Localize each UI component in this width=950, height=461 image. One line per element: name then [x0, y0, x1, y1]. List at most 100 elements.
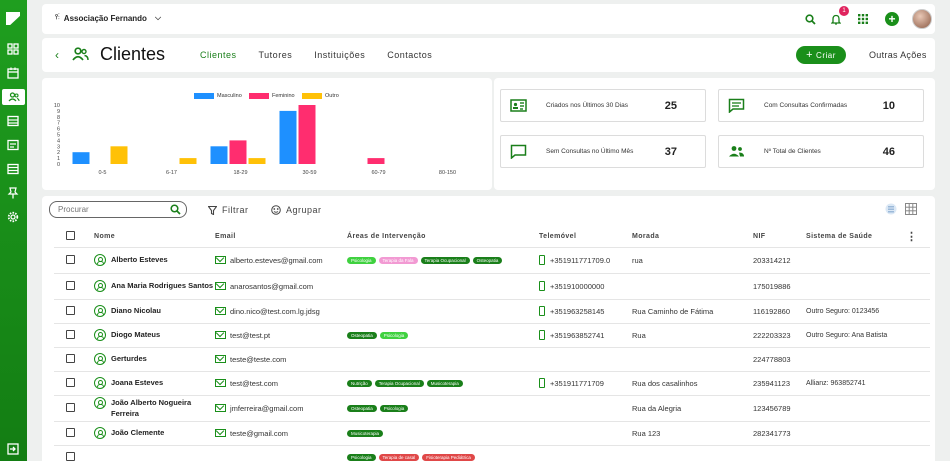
search-icon[interactable]: [802, 11, 818, 27]
bar-feminino-18-29[interactable]: [229, 140, 247, 164]
area-tag[interactable]: Osteopatia: [472, 256, 503, 264]
document-icon[interactable]: [6, 138, 20, 152]
row-checkbox[interactable]: [66, 329, 75, 339]
area-tag[interactable]: Terapia Ocupacional: [374, 379, 424, 387]
col-morada[interactable]: Morada: [632, 227, 753, 248]
list-icon[interactable]: [6, 114, 20, 128]
client-email[interactable]: dino.nico@test.com.lg.jdsg: [230, 306, 320, 316]
dashboard-icon[interactable]: [6, 42, 20, 56]
area-tag[interactable]: Terapia da Fala: [378, 256, 418, 264]
bar-outro-6-17[interactable]: [179, 158, 197, 164]
area-tag[interactable]: Fisioterapia Pediátrica: [422, 453, 475, 461]
row-checkbox[interactable]: [66, 377, 75, 387]
table-row[interactable]: Psicologia Terapia de casal Fisioterapia P…: [54, 445, 930, 461]
area-tag[interactable]: Terapia Ocupacional: [420, 256, 470, 264]
client-name[interactable]: João Alberto Nogueira Ferreira: [111, 398, 192, 418]
logout-icon[interactable]: [6, 442, 20, 456]
organization-selector[interactable]: ⫯⁝ Associação Fernando ⌵: [55, 13, 161, 23]
table-view-icon[interactable]: [905, 203, 917, 215]
bar-outro-0-5[interactable]: [110, 146, 128, 164]
pin-nav-icon[interactable]: [6, 186, 20, 200]
table-row[interactable]: Diogo Mateus test@test.pt Osteopatia Psicol…: [54, 323, 930, 348]
row-checkbox[interactable]: [66, 451, 75, 461]
area-tag[interactable]: Psicologia: [347, 453, 376, 461]
card-view-icon[interactable]: [885, 203, 897, 215]
more-actions-button[interactable]: Outras Ações: [869, 50, 927, 60]
area-tag[interactable]: Osteopatia: [347, 404, 377, 412]
back-arrow-icon[interactable]: ‹: [55, 48, 59, 62]
apps-grid-icon[interactable]: [855, 11, 871, 27]
gear-icon[interactable]: [6, 210, 20, 224]
row-checkbox[interactable]: [66, 254, 75, 264]
select-all-checkbox[interactable]: [66, 231, 75, 241]
table-row[interactable]: Alberto Esteves alberto.esteves@gmail.com…: [54, 247, 930, 274]
row-checkbox[interactable]: [66, 402, 75, 412]
client-email[interactable]: alberto.esteves@gmail.com: [230, 255, 323, 265]
area-tag[interactable]: Musicoterapia: [347, 429, 384, 437]
bar-masculino-0-5[interactable]: [72, 152, 90, 164]
clients-nav-icon[interactable]: [2, 89, 25, 105]
col-areas[interactable]: Áreas de Intervenção: [347, 227, 539, 248]
col-email[interactable]: Email: [215, 227, 347, 248]
client-email[interactable]: test@test.com: [230, 378, 279, 388]
create-button[interactable]: + Criar: [796, 46, 846, 64]
col-sistema-saude[interactable]: Sistema de Saúde: [806, 227, 898, 248]
client-email[interactable]: test@test.pt: [230, 330, 271, 340]
client-name[interactable]: Diano Nicolau: [111, 306, 162, 315]
search-icon[interactable]: [170, 204, 181, 215]
table-row[interactable]: Gerturdes teste@teste.com 224778803: [54, 347, 930, 372]
row-checkbox[interactable]: [66, 353, 75, 363]
table-row[interactable]: João Alberto Nogueira Ferreira jmferreira…: [54, 395, 930, 422]
table-row[interactable]: João Clemente teste@gmail.com Musicoterapi…: [54, 421, 930, 446]
reports-icon[interactable]: [6, 162, 20, 176]
table-row[interactable]: Joana Esteves test@test.com Nutrição Terapi…: [54, 371, 930, 396]
client-name[interactable]: João Clemente: [111, 428, 165, 437]
bar-outro-18-29[interactable]: [248, 158, 266, 164]
bar-feminino-60-79[interactable]: [367, 158, 385, 164]
table-row[interactable]: Ana Maria Rodrigues Santos anarosantos@gm…: [54, 273, 930, 300]
area-tag[interactable]: Psicologia: [347, 256, 376, 264]
column-options-icon[interactable]: ⋮: [898, 227, 930, 248]
area-tag[interactable]: Osteopatia: [347, 331, 377, 339]
bar-masculino-18-29[interactable]: [210, 146, 228, 164]
area-tag[interactable]: Terapia de casal: [378, 453, 420, 461]
tab-tutores[interactable]: Tutores: [258, 50, 293, 60]
client-name[interactable]: Ana Maria Rodrigues Santos: [111, 281, 214, 290]
area-tag[interactable]: Psicologia: [379, 331, 409, 339]
row-checkbox[interactable]: [66, 305, 75, 315]
quick-add-button[interactable]: +: [884, 11, 900, 27]
bar-feminino-30-59[interactable]: [298, 105, 316, 164]
legend-item-feminino[interactable]: Feminino: [249, 93, 295, 99]
search-input[interactable]: [58, 205, 168, 214]
client-email[interactable]: teste@gmail.com: [230, 428, 289, 438]
calendar-icon[interactable]: [6, 66, 20, 80]
bar-masculino-30-59[interactable]: [279, 110, 297, 164]
client-name[interactable]: Alberto Esteves: [111, 255, 168, 264]
col-nome[interactable]: Nome: [94, 227, 215, 248]
row-checkbox[interactable]: [66, 280, 75, 290]
row-checkbox[interactable]: [66, 427, 75, 437]
stat-value: 10: [882, 100, 895, 112]
tab-instituicoes[interactable]: Instituições: [314, 50, 366, 60]
legend-item-outro[interactable]: Outro: [302, 93, 339, 99]
group-button[interactable]: Agrupar: [271, 205, 322, 215]
user-menu[interactable]: [911, 8, 933, 30]
client-name[interactable]: Joana Esteves: [111, 378, 164, 387]
notifications-button[interactable]: 1: [828, 6, 849, 27]
tab-contactos[interactable]: Contactos: [387, 50, 433, 60]
area-tag[interactable]: Psicologia: [379, 404, 409, 412]
client-email[interactable]: jmferreira@gmail.com: [230, 403, 304, 413]
app-logo[interactable]: [6, 12, 20, 25]
area-tag[interactable]: Nutrição: [347, 379, 372, 387]
client-email[interactable]: anarosantos@gmail.com: [230, 281, 314, 291]
client-name[interactable]: Diogo Mateus: [111, 330, 161, 339]
client-name[interactable]: Gerturdes: [111, 354, 147, 363]
col-nif[interactable]: NIF: [753, 227, 806, 248]
area-tag[interactable]: Musicoterapia: [426, 379, 463, 387]
client-email[interactable]: teste@teste.com: [230, 354, 287, 364]
filter-button[interactable]: Filtrar: [208, 205, 249, 215]
col-telemovel[interactable]: Telemóvel: [539, 227, 632, 248]
legend-item-masculino[interactable]: Masculino: [194, 93, 242, 99]
table-row[interactable]: Diano Nicolau dino.nico@test.com.lg.jdsg +…: [54, 299, 930, 324]
tab-clientes[interactable]: Clientes: [200, 50, 237, 60]
